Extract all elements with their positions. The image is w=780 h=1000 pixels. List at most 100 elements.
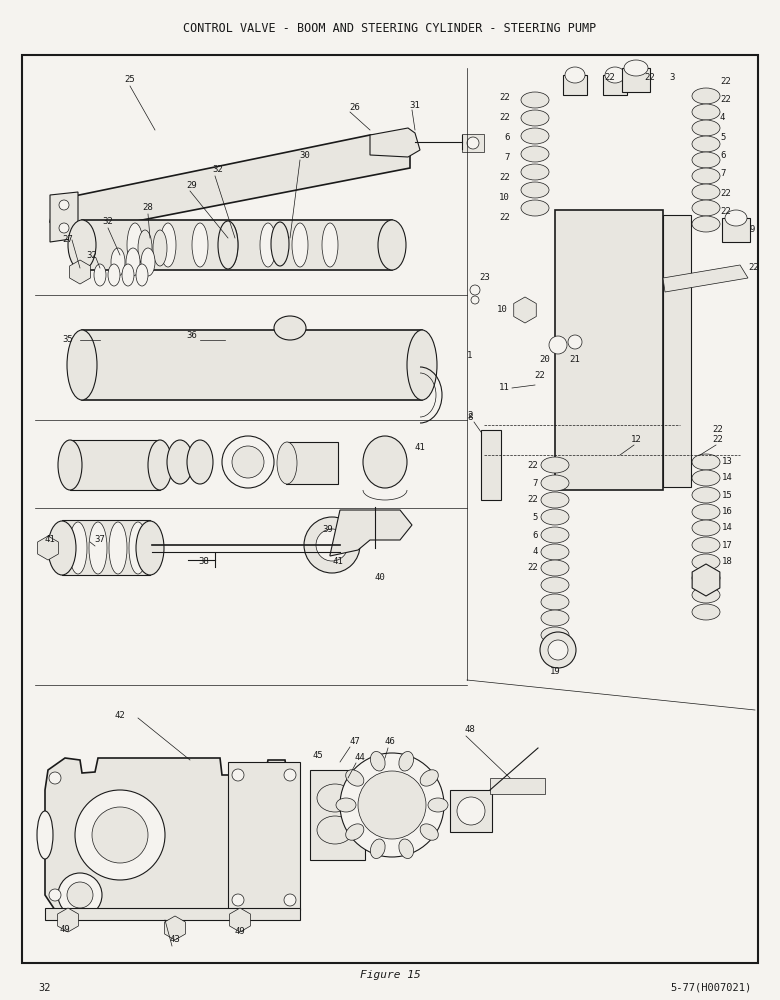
Bar — [722, 218, 750, 242]
Text: 48: 48 — [465, 726, 475, 734]
Circle shape — [457, 797, 485, 825]
Text: 28: 28 — [143, 204, 154, 213]
Text: 7: 7 — [533, 479, 538, 488]
Ellipse shape — [322, 223, 338, 267]
Text: 11: 11 — [499, 383, 510, 392]
Ellipse shape — [692, 136, 720, 152]
Ellipse shape — [292, 223, 308, 267]
Text: 3: 3 — [669, 74, 675, 83]
Bar — [286, 442, 338, 484]
Text: 37: 37 — [94, 536, 105, 544]
Ellipse shape — [277, 442, 297, 484]
Text: 45: 45 — [313, 752, 324, 760]
Circle shape — [316, 529, 348, 561]
Ellipse shape — [725, 210, 747, 226]
Ellipse shape — [370, 751, 385, 771]
Text: 21: 21 — [569, 356, 580, 364]
Ellipse shape — [541, 492, 569, 508]
Text: 22: 22 — [527, 495, 538, 504]
Ellipse shape — [167, 440, 193, 484]
Text: 22: 22 — [720, 78, 731, 87]
Polygon shape — [58, 908, 79, 932]
Ellipse shape — [692, 168, 720, 184]
Ellipse shape — [521, 182, 549, 198]
Polygon shape — [165, 916, 186, 940]
Polygon shape — [229, 908, 250, 932]
Text: 22: 22 — [534, 370, 545, 379]
Ellipse shape — [48, 521, 76, 575]
Polygon shape — [69, 260, 90, 284]
Text: 27: 27 — [62, 235, 73, 244]
Circle shape — [548, 640, 568, 660]
Ellipse shape — [541, 610, 569, 626]
Circle shape — [471, 296, 479, 304]
Circle shape — [470, 285, 480, 295]
Circle shape — [49, 772, 61, 784]
Bar — [563, 75, 587, 95]
Text: 5-77(H007021): 5-77(H007021) — [671, 983, 752, 993]
Ellipse shape — [58, 440, 82, 490]
Ellipse shape — [624, 60, 648, 76]
Ellipse shape — [363, 436, 407, 488]
Text: 4: 4 — [720, 113, 725, 122]
Text: 7: 7 — [505, 153, 510, 162]
Text: 10: 10 — [499, 194, 510, 202]
Ellipse shape — [192, 223, 208, 267]
Text: 35: 35 — [62, 336, 73, 344]
Bar — [82, 330, 422, 400]
Ellipse shape — [94, 264, 106, 286]
Ellipse shape — [692, 537, 720, 553]
Text: 22: 22 — [644, 74, 655, 83]
Ellipse shape — [521, 200, 549, 216]
Text: 19: 19 — [550, 668, 560, 676]
Text: 14: 14 — [722, 524, 732, 532]
Text: 18: 18 — [722, 558, 732, 566]
Text: 39: 39 — [323, 526, 333, 534]
Ellipse shape — [122, 264, 134, 286]
Ellipse shape — [692, 200, 720, 216]
Polygon shape — [663, 265, 748, 292]
Circle shape — [266, 772, 278, 784]
Ellipse shape — [260, 223, 276, 267]
Text: 20: 20 — [540, 356, 551, 364]
Ellipse shape — [127, 223, 143, 267]
Bar — [70, 440, 160, 490]
Text: 26: 26 — [349, 104, 360, 112]
Ellipse shape — [692, 152, 720, 168]
Ellipse shape — [136, 521, 164, 575]
Ellipse shape — [692, 520, 720, 536]
Bar — [462, 134, 484, 152]
Text: 1: 1 — [467, 351, 473, 360]
Ellipse shape — [692, 587, 720, 603]
Ellipse shape — [605, 67, 625, 83]
Text: 22: 22 — [499, 214, 510, 223]
Ellipse shape — [521, 92, 549, 108]
Text: 14: 14 — [722, 474, 732, 483]
Circle shape — [540, 632, 576, 668]
Ellipse shape — [692, 604, 720, 620]
Ellipse shape — [428, 798, 448, 812]
Ellipse shape — [129, 522, 147, 574]
Circle shape — [232, 769, 244, 781]
Text: 22: 22 — [499, 113, 510, 122]
Text: 32: 32 — [103, 218, 113, 227]
Ellipse shape — [541, 627, 569, 643]
Ellipse shape — [420, 770, 438, 786]
Ellipse shape — [521, 110, 549, 126]
Text: 13: 13 — [722, 458, 732, 466]
Ellipse shape — [89, 522, 107, 574]
Ellipse shape — [692, 570, 720, 586]
Circle shape — [304, 517, 360, 573]
Circle shape — [75, 790, 165, 880]
Text: 22: 22 — [499, 94, 510, 103]
Ellipse shape — [541, 644, 569, 660]
Ellipse shape — [136, 264, 148, 286]
Ellipse shape — [148, 440, 172, 490]
Ellipse shape — [692, 88, 720, 104]
Circle shape — [232, 894, 244, 906]
Polygon shape — [330, 510, 412, 556]
Ellipse shape — [692, 470, 720, 486]
Circle shape — [340, 753, 444, 857]
Text: 6: 6 — [533, 530, 538, 540]
Ellipse shape — [521, 164, 549, 180]
